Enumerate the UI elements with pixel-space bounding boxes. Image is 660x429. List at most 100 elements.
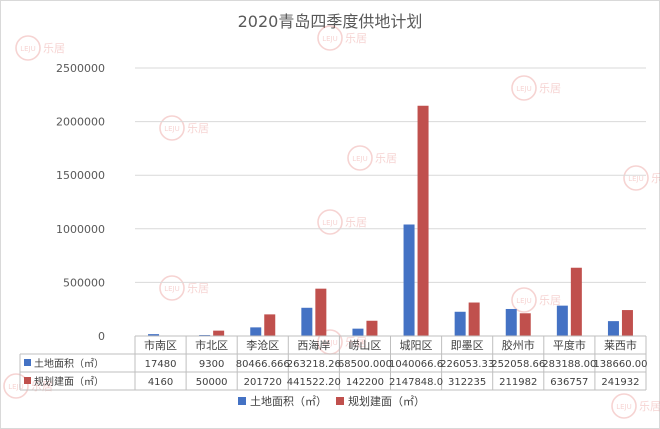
- category-label: 西海岸: [297, 338, 330, 352]
- watermark-text: 乐居: [375, 152, 397, 165]
- data-label: 312235: [448, 377, 486, 388]
- watermark-circle: [3, 373, 29, 399]
- data-label: 636757: [550, 377, 588, 388]
- bar-land-area: [556, 305, 568, 336]
- watermark-logo-text: LEJU: [322, 35, 338, 43]
- category-label: 李沧区: [246, 338, 279, 352]
- watermark-logo: LEJU 乐居: [317, 25, 367, 51]
- data-label: 4160: [148, 377, 173, 388]
- data-label: 142200: [346, 377, 384, 388]
- legend-swatch: [336, 397, 344, 405]
- category-label: 崂山区: [348, 339, 381, 352]
- watermark-text: 乐居: [651, 172, 660, 185]
- legend-label: 规划建面（㎡）: [348, 394, 425, 408]
- data-label: 9300: [199, 359, 224, 370]
- bar-land-area: [403, 224, 415, 336]
- watermark-logo-text: LEJU: [322, 339, 338, 347]
- bar-land-area: [607, 321, 619, 336]
- category-label: 市北区: [195, 338, 228, 352]
- data-label: 211982: [499, 377, 537, 388]
- bar-land-area: [301, 307, 313, 336]
- legend-swatch: [238, 397, 246, 405]
- data-label: 201720: [244, 377, 282, 388]
- category-label: 莱西市: [604, 338, 637, 352]
- data-label: 138660.00: [593, 359, 647, 370]
- data-label: 241932: [601, 377, 639, 388]
- y-tick-label: 1500000: [56, 169, 105, 182]
- watermark-logo-text: LEJU: [8, 383, 24, 391]
- chart-title: 2020青岛四季度供地计划: [237, 12, 423, 31]
- watermark-logo: LEJU 乐居: [159, 275, 209, 301]
- watermark-logo-text: LEJU: [20, 45, 36, 53]
- watermark-logo: LEJU 乐居: [623, 165, 660, 191]
- y-tick-label: 2500000: [56, 62, 105, 75]
- table-series-name: 规划建面（㎡）: [34, 375, 104, 388]
- data-label: 17480: [145, 359, 177, 370]
- table-legend-key: [24, 377, 31, 384]
- watermark-text: 乐居: [187, 282, 209, 295]
- bar-planned-area: [366, 320, 378, 336]
- watermark-text: 乐居: [539, 294, 561, 307]
- bar-planned-area: [468, 302, 480, 336]
- bar-planned-area: [417, 105, 429, 336]
- bar-land-area: [148, 334, 160, 336]
- watermark-circle: [347, 145, 373, 171]
- bar-land-area: [250, 327, 262, 336]
- watermark-logo-text: LEJU: [516, 297, 532, 305]
- bar-land-area: [454, 311, 466, 336]
- watermark-logo: LEJU 乐居: [347, 145, 397, 171]
- data-label: 80466.666: [236, 359, 290, 370]
- bar-planned-area: [264, 314, 276, 336]
- watermark-logo: LEJU 乐居: [159, 115, 209, 141]
- watermark-logo: LEJU 乐居: [317, 209, 367, 235]
- watermark-text: 乐居: [639, 400, 660, 413]
- legend-label: 土地面积（㎡）: [250, 395, 327, 408]
- watermark-text: 乐居: [345, 32, 367, 45]
- data-label: 283188.00: [542, 359, 596, 370]
- data-label: 50000: [196, 377, 228, 388]
- watermark-logo-text: LEJU: [616, 403, 632, 411]
- data-label: 68500.000: [338, 359, 392, 370]
- watermark-circle: [623, 165, 649, 191]
- watermark-text: 乐居: [43, 42, 65, 55]
- watermark-circle: [611, 393, 637, 419]
- data-label: 263218.26: [287, 359, 341, 370]
- watermark-circle: [511, 75, 537, 101]
- bar-land-area: [352, 328, 364, 336]
- bar-land-area: [505, 308, 517, 336]
- watermark-text: 乐居: [187, 122, 209, 135]
- bar-planned-area: [570, 267, 582, 336]
- watermark-circle: [159, 275, 185, 301]
- watermark-circle: [317, 25, 343, 51]
- watermark-text: 乐居: [345, 336, 367, 349]
- watermark-circle: [317, 209, 343, 235]
- watermark-logo-text: LEJU: [164, 125, 180, 133]
- watermark-logo: LEJU 乐居: [611, 393, 660, 419]
- table-series-name: 土地面积（㎡）: [34, 357, 104, 370]
- watermark-logo: LEJU 乐居: [511, 287, 561, 313]
- watermark-logo-text: LEJU: [322, 219, 338, 227]
- category-label: 平度市: [553, 338, 586, 352]
- category-label: 城阳区: [400, 339, 433, 352]
- category-label: 市南区: [144, 338, 177, 352]
- data-label: 1040066.6: [389, 359, 443, 370]
- data-label: 226053.33: [440, 359, 494, 370]
- y-tick-label: 0: [98, 330, 105, 343]
- watermark-logo-text: LEJU: [628, 175, 644, 183]
- watermark-logo-text: LEJU: [352, 155, 368, 163]
- bar-planned-area: [519, 313, 531, 336]
- bar-planned-area: [213, 330, 225, 336]
- watermark-logo-text: LEJU: [164, 285, 180, 293]
- watermark-circle: [159, 115, 185, 141]
- watermark-logo: LEJU 乐居: [511, 75, 561, 101]
- y-tick-label: 500000: [63, 276, 105, 289]
- bar-planned-area: [315, 288, 327, 336]
- bar-planned-area: [621, 310, 633, 336]
- watermark-logo: LEJU 乐居: [15, 35, 65, 61]
- watermark-text: 乐居: [539, 82, 561, 95]
- watermark-circle: [511, 287, 537, 313]
- y-tick-label: 1000000: [56, 223, 105, 236]
- category-label: 胶州市: [502, 338, 535, 352]
